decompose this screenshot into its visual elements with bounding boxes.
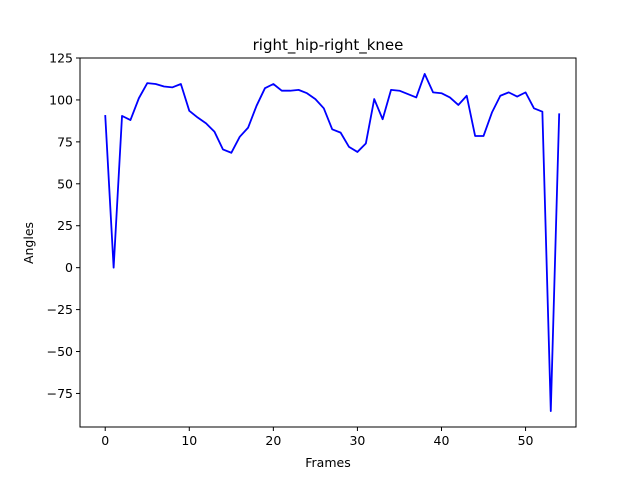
plot-frame [79,57,577,428]
x-tick-label: 50 [518,433,534,448]
axis-ticks: 0 10 20 30 40 50 −75 −50 −25 0 25 50 75 100 125 [47,51,534,449]
y-tick-label: −50 [47,344,73,359]
x-tick-label: 40 [434,433,450,448]
chart-title: right_hip-right_knee [253,36,404,55]
y-axis-label: Angles [21,222,36,264]
x-tick-label: 30 [349,433,365,448]
y-tick-label: 0 [65,260,73,275]
x-axis-label: Frames [305,455,350,470]
x-tick-label: 0 [101,433,109,448]
y-tick-label: 50 [57,176,73,191]
x-tick-label: 10 [181,433,197,448]
x-tick-label: 20 [265,433,281,448]
y-tick-label: 125 [49,51,73,66]
series-line [104,73,561,412]
y-tick-label: 75 [57,134,73,149]
y-tick-label: −75 [47,386,73,401]
y-tick-label: −25 [47,302,73,317]
y-tick-label: 100 [49,92,73,107]
y-tick-label: 25 [57,218,73,233]
